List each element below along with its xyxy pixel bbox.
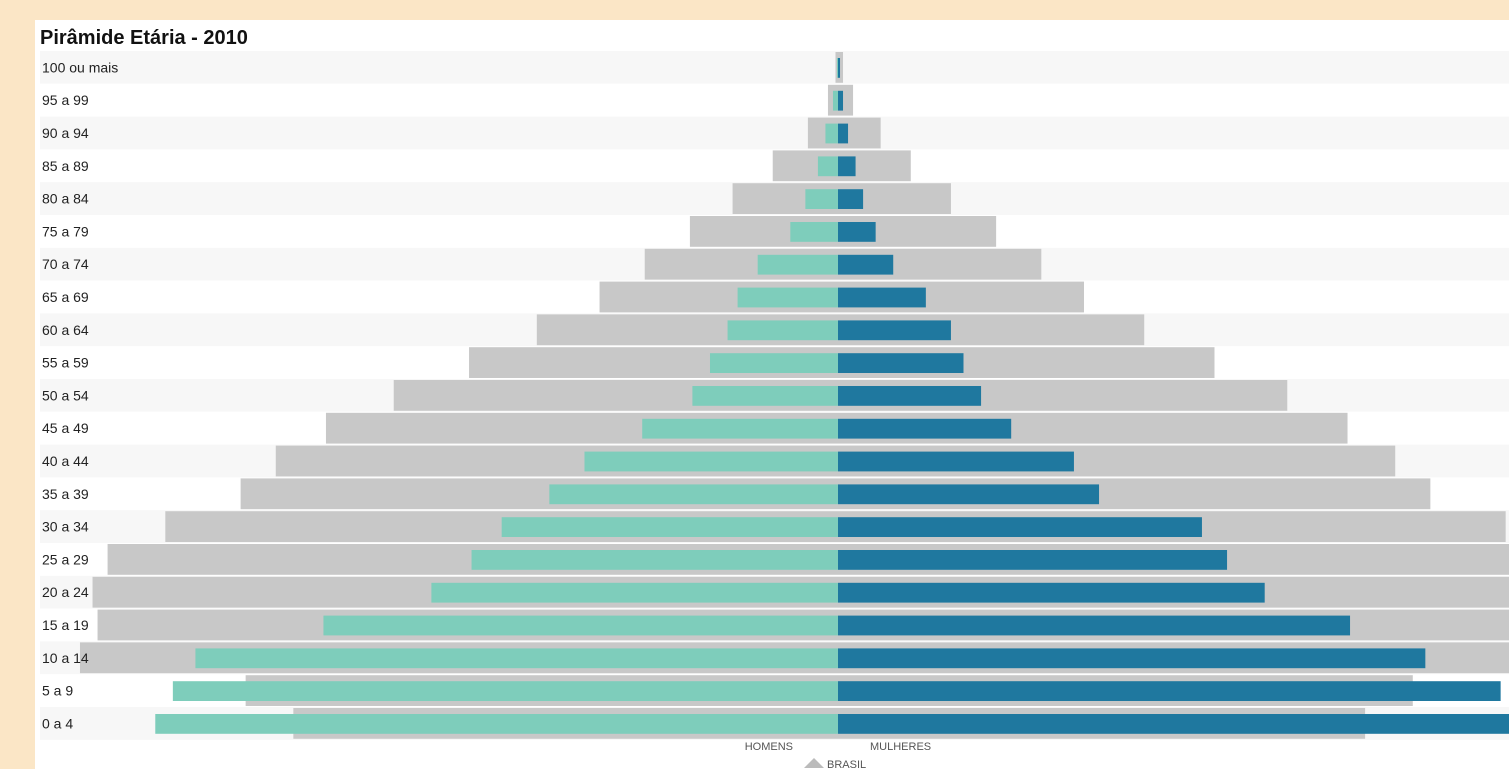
- brasil-reference-bar-right: [838, 52, 844, 83]
- age-group-label: 55 a 59: [42, 355, 89, 371]
- population-pyramid-chart: 100 ou mais 95 a 99 90 a 94 85 a 89 80 a 84 7…: [40, 51, 1509, 769]
- mulheres-bar: [838, 714, 1509, 734]
- homens-bar: [832, 90, 838, 111]
- age-group-label: 20 a 24: [42, 584, 89, 600]
- mulheres-bar: [838, 582, 1265, 603]
- age-group-label: 60 a 64: [42, 322, 89, 338]
- homens-bar: [790, 222, 838, 242]
- mulheres-bar: [838, 156, 856, 177]
- chart-title: Pirâmide Etária - 2010: [40, 27, 248, 49]
- mulheres-bar: [838, 386, 982, 406]
- age-group-label: 65 a 69: [42, 289, 89, 305]
- homens-bar: [727, 320, 838, 341]
- age-group-label: 70 a 74: [42, 256, 89, 272]
- homens-bar: [155, 714, 838, 734]
- homens-bar: [642, 418, 838, 439]
- homens-bar: [549, 484, 838, 505]
- homens-bar: [584, 451, 838, 472]
- legend-mulheres: MULHERES: [870, 741, 931, 753]
- mulheres-bar: [838, 451, 1074, 472]
- homens-bar: [709, 353, 838, 373]
- age-group-label: 10 a 14: [42, 650, 89, 666]
- homens-bar: [757, 254, 838, 275]
- legend-brasil: BRASIL: [827, 759, 866, 769]
- age-group-label: 5 a 9: [42, 683, 73, 699]
- homens-bar: [737, 287, 838, 308]
- row-stripe: [40, 51, 1509, 84]
- legend-homens: HOMENS: [745, 741, 793, 753]
- mulheres-bar: [838, 287, 926, 308]
- row-stripe: [40, 116, 1509, 150]
- mulheres-bar: [838, 90, 844, 111]
- age-group-label: 90 a 94: [42, 125, 89, 141]
- mulheres-bar: [838, 123, 849, 144]
- age-group-label: 80 a 84: [42, 191, 89, 207]
- homens-bar: [431, 582, 838, 603]
- age-group-label: 0 a 4: [42, 715, 73, 731]
- age-group-label: 15 a 19: [42, 617, 89, 633]
- age-group-label: 50 a 54: [42, 387, 89, 403]
- homens-bar: [195, 648, 838, 669]
- age-group-label: 75 a 79: [42, 223, 89, 239]
- mulheres-bar: [838, 222, 876, 242]
- age-group-label: 100 ou mais: [42, 59, 118, 75]
- mulheres-bar: [838, 484, 1100, 505]
- mulheres-bar: [838, 418, 1012, 439]
- mulheres-bar: [838, 681, 1501, 701]
- mulheres-bar: [838, 254, 894, 275]
- mulheres-bar: [838, 189, 864, 209]
- homens-bar: [817, 156, 838, 177]
- homens-bar: [172, 681, 839, 701]
- homens-bar: [323, 615, 838, 636]
- age-group-label: 30 a 34: [42, 519, 89, 535]
- mulheres-bar: [838, 353, 964, 373]
- age-group-label: 85 a 89: [42, 158, 89, 174]
- age-group-label: 45 a 49: [42, 420, 89, 436]
- mulheres-bar: [838, 615, 1351, 636]
- row-stripe: [40, 83, 1509, 117]
- homens-bar: [471, 550, 838, 570]
- homens-bar: [836, 58, 838, 78]
- homens-bar: [805, 189, 838, 209]
- mulheres-bar: [838, 550, 1228, 570]
- brasil-reference-bar-left: [835, 52, 838, 83]
- mulheres-bar: [838, 517, 1202, 537]
- mulheres-bar: [838, 320, 951, 341]
- age-group-label: 35 a 39: [42, 486, 89, 502]
- homens-bar: [692, 386, 838, 406]
- age-group-label: 95 a 99: [42, 92, 89, 108]
- age-group-label: 40 a 44: [42, 453, 89, 469]
- mulheres-bar: [838, 648, 1426, 669]
- homens-bar: [825, 123, 838, 144]
- brasil-legend-triangle-icon: [804, 758, 824, 768]
- mulheres-bar: [838, 58, 841, 78]
- homens-bar: [501, 517, 838, 537]
- age-group-label: 25 a 29: [42, 551, 89, 567]
